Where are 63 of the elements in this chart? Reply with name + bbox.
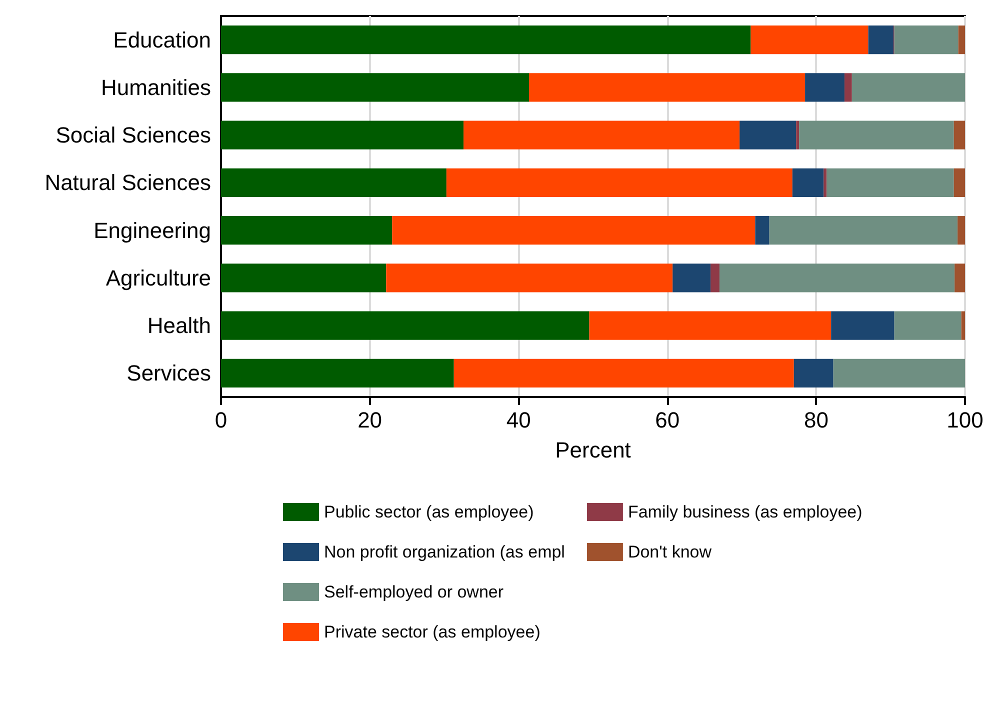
- bar: [961, 311, 965, 340]
- legend-label: Family business (as employee): [628, 502, 862, 522]
- bar: [958, 26, 965, 54]
- bar: [796, 120, 800, 150]
- bar: [392, 216, 756, 245]
- bar: [894, 311, 962, 340]
- bar: [750, 26, 868, 54]
- bar: [868, 26, 894, 54]
- x-tick-label: 0: [214, 408, 228, 432]
- bar: [221, 120, 464, 150]
- y-tick-label: Engineering: [94, 218, 211, 243]
- legend-label: Private sector (as employee): [324, 622, 540, 642]
- legend-label: Public sector (as employee): [324, 502, 534, 522]
- bar: [529, 73, 806, 102]
- bar: [792, 168, 824, 197]
- y-tick-label: Health: [147, 313, 211, 338]
- bar: [221, 26, 751, 54]
- legend-label: Non profit organization (as empl: [324, 542, 565, 562]
- bar: [799, 120, 954, 150]
- x-axis-title: Percent: [555, 438, 631, 462]
- x-tick-label: 20: [358, 408, 382, 432]
- bar: [958, 216, 965, 245]
- bar: [894, 26, 958, 54]
- bar: [221, 216, 392, 245]
- bar: [805, 73, 844, 102]
- y-tick-label: Humanities: [100, 74, 211, 100]
- bar: [844, 73, 852, 102]
- bar: [824, 168, 827, 197]
- bar: [710, 264, 720, 292]
- y-tick-label: Education: [113, 27, 211, 52]
- bar: [464, 120, 740, 150]
- bar: [221, 311, 590, 340]
- y-tick-label: Social Sciences: [56, 122, 211, 148]
- legend-label: Self-employed or owner: [324, 582, 504, 602]
- bar: [221, 73, 530, 102]
- bar: [719, 264, 955, 292]
- bar: [221, 264, 386, 292]
- bar: [446, 168, 792, 197]
- x-tick-label: 60: [655, 408, 680, 432]
- y-tick-label: Services: [126, 360, 211, 386]
- bar: [221, 358, 454, 388]
- bar: [672, 264, 711, 292]
- bar: [852, 73, 965, 102]
- bar: [794, 358, 834, 388]
- bar: [954, 168, 965, 197]
- bar: [833, 358, 965, 388]
- bar: [454, 358, 794, 388]
- bar: [589, 311, 832, 340]
- x-tick-label: 40: [506, 408, 531, 432]
- bar: [221, 168, 446, 197]
- x-tick-label: 80: [804, 408, 828, 432]
- bar: [769, 216, 958, 245]
- y-tick-label: Natural Sciences: [44, 170, 211, 196]
- bar: [954, 120, 965, 150]
- bar: [755, 216, 770, 245]
- bar: [954, 264, 965, 292]
- bar: [831, 311, 894, 340]
- x-tick-label: 100: [946, 408, 984, 432]
- bar: [826, 168, 954, 197]
- bar: [386, 264, 673, 292]
- y-tick-label: Agriculture: [106, 265, 211, 290]
- legend-label: Don't know: [628, 542, 712, 562]
- bar: [740, 120, 796, 150]
